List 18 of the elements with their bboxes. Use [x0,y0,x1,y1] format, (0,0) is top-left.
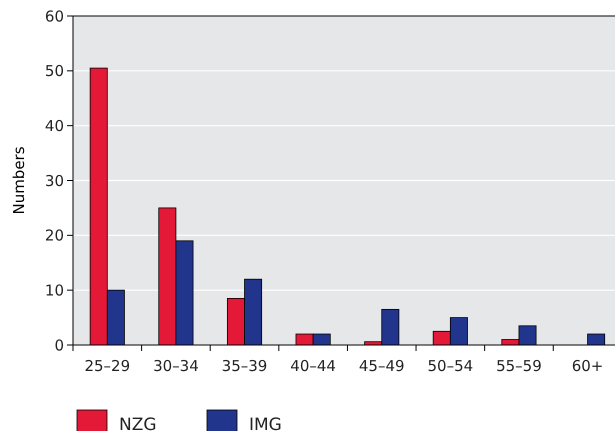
y-tick-label: 30 [44,172,64,190]
legend-label: NZG [119,414,157,431]
x-tick-label: 40–44 [290,357,336,375]
y-tick-label: 0 [54,336,64,354]
y-tick-label: 10 [44,281,64,300]
x-tick-label: 55–59 [496,357,542,375]
y-tick-label: 20 [44,226,64,245]
x-tick-label: 45–49 [358,357,405,375]
x-tick-label: 35–39 [222,357,268,375]
x-tick-label: 50–54 [428,357,474,375]
x-tick-label: 25–29 [84,357,130,375]
y-tick-label: 40 [44,116,64,135]
legend-label: IMG [249,414,282,431]
y-tick-label: 60 [44,7,64,26]
x-tick-label: 60+ [572,357,604,375]
x-tick-label: 30–34 [153,357,199,375]
y-tick-label: 50 [44,62,64,80]
y-axis-title: Numbers [10,146,28,215]
